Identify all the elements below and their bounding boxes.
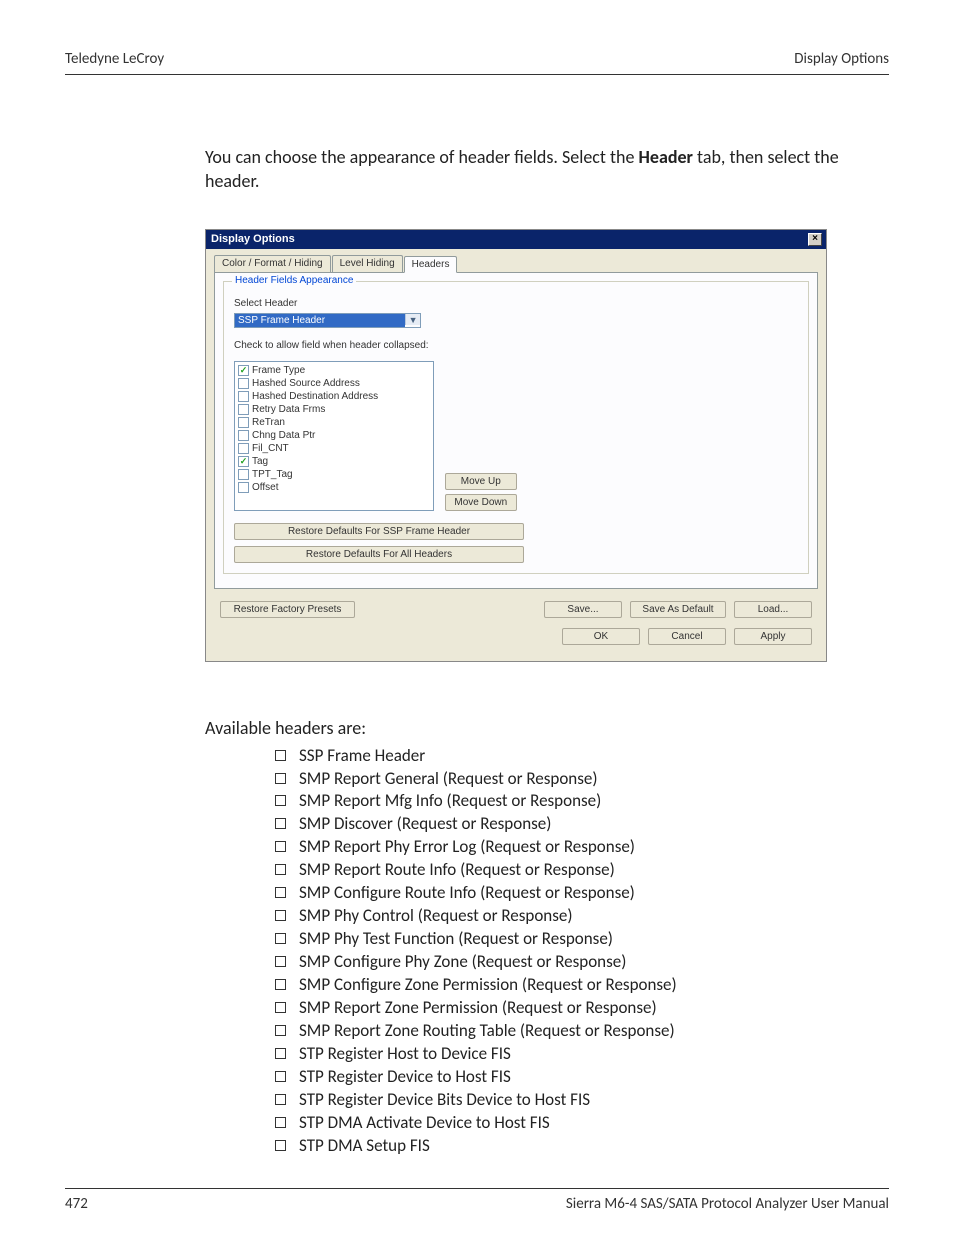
checkbox-icon[interactable]: ✓	[238, 365, 249, 376]
doc-header-left: Teledyne LeCroy	[65, 50, 164, 68]
list-item: SMP Report Phy Error Log (Request or Res…	[275, 836, 889, 859]
select-header-value: SSP Frame Header	[235, 314, 405, 327]
chevron-down-icon[interactable]: ▼	[405, 314, 420, 325]
list-item: SMP Phy Test Function (Request or Respon…	[275, 928, 889, 951]
available-headers-list: SSP Frame HeaderSMP Report General (Requ…	[275, 745, 889, 1158]
list-item: STP Register Device Bits Device to Host …	[275, 1089, 889, 1112]
cancel-button[interactable]: Cancel	[648, 628, 726, 645]
field-checkbox-row[interactable]: Chng Data Ptr	[238, 429, 430, 442]
list-item: SMP Report Zone Permission (Request or R…	[275, 997, 889, 1020]
move-up-button[interactable]: Move Up	[445, 473, 517, 490]
tab-level-hiding[interactable]: Level Hiding	[332, 255, 403, 272]
save-button[interactable]: Save...	[544, 601, 622, 618]
list-item: SMP Report Mfg Info (Request or Response…	[275, 790, 889, 813]
list-item: SSP Frame Header	[275, 745, 889, 768]
intro-paragraph: You can choose the appearance of header …	[205, 145, 889, 194]
close-icon[interactable]: ×	[808, 233, 822, 246]
list-item: SMP Configure Phy Zone (Request or Respo…	[275, 951, 889, 974]
save-as-default-button[interactable]: Save As Default	[630, 601, 726, 618]
restore-defaults-one-button[interactable]: Restore Defaults For SSP Frame Header	[234, 523, 524, 540]
available-headers-heading: Available headers are:	[205, 717, 889, 739]
field-checkbox-row[interactable]: Hashed Destination Address	[238, 390, 430, 403]
list-item: STP DMA Activate Device to Host FIS	[275, 1112, 889, 1135]
checkbox-icon[interactable]	[238, 391, 249, 402]
load-button[interactable]: Load...	[734, 601, 812, 618]
checkbox-icon[interactable]	[238, 482, 249, 493]
select-header-label: Select Header	[234, 298, 798, 309]
field-label: Tag	[252, 455, 268, 468]
checkbox-icon[interactable]	[238, 443, 249, 454]
field-checkbox-row[interactable]: Offset	[238, 481, 430, 494]
list-item: SMP Report Route Info (Request or Respon…	[275, 859, 889, 882]
list-item: STP Register Host to Device FIS	[275, 1043, 889, 1066]
headers-tab-panel: Header Fields Appearance Select Header S…	[214, 272, 818, 589]
header-fields-groupbox: Header Fields Appearance Select Header S…	[223, 281, 809, 574]
field-checkbox-row[interactable]: ReTran	[238, 416, 430, 429]
field-checkbox-row[interactable]: ✓Tag	[238, 455, 430, 468]
list-item: SMP Report Zone Routing Table (Request o…	[275, 1020, 889, 1043]
tab-color-format-hiding[interactable]: Color / Format / Hiding	[214, 255, 331, 272]
move-down-button[interactable]: Move Down	[445, 494, 517, 511]
field-checkbox-row[interactable]: ✓Frame Type	[238, 364, 430, 377]
checkbox-icon[interactable]	[238, 430, 249, 441]
groupbox-title: Header Fields Appearance	[232, 275, 356, 286]
list-item: SMP Discover (Request or Response)	[275, 813, 889, 836]
tabstrip: Color / Format / Hiding Level Hiding Hea…	[206, 249, 826, 272]
fields-checklist[interactable]: ✓Frame TypeHashed Source AddressHashed D…	[234, 361, 434, 511]
display-options-dialog: Display Options × Color / Format / Hidin…	[205, 229, 827, 662]
field-label: Retry Data Frms	[252, 403, 325, 416]
list-item: SMP Configure Zone Permission (Request o…	[275, 974, 889, 997]
field-label: Fil_CNT	[252, 442, 289, 455]
check-caption: Check to allow field when header collaps…	[234, 340, 429, 351]
list-item: SMP Configure Route Info (Request or Res…	[275, 882, 889, 905]
field-label: TPT_Tag	[252, 468, 293, 481]
checkbox-icon[interactable]	[238, 404, 249, 415]
dialog-button-bar: Restore Factory Presets Save... Save As …	[206, 589, 826, 661]
field-checkbox-row[interactable]: TPT_Tag	[238, 468, 430, 481]
list-item: SMP Phy Control (Request or Response)	[275, 905, 889, 928]
apply-button[interactable]: Apply	[734, 628, 812, 645]
select-header-dropdown[interactable]: SSP Frame Header▼	[234, 313, 421, 328]
field-checkbox-row[interactable]: Hashed Source Address	[238, 377, 430, 390]
field-checkbox-row[interactable]: Retry Data Frms	[238, 403, 430, 416]
dialog-titlebar: Display Options ×	[206, 230, 826, 249]
checkbox-icon[interactable]	[238, 469, 249, 480]
checkbox-icon[interactable]	[238, 378, 249, 389]
list-item: STP DMA Setup FIS	[275, 1135, 889, 1158]
checkbox-icon[interactable]	[238, 417, 249, 428]
restore-defaults-all-button[interactable]: Restore Defaults For All Headers	[234, 546, 524, 563]
manual-title: Sierra M6-4 SAS/SATA Protocol Analyzer U…	[566, 1195, 889, 1213]
checkbox-icon[interactable]: ✓	[238, 456, 249, 467]
tab-headers[interactable]: Headers	[404, 256, 458, 273]
field-label: Chng Data Ptr	[252, 429, 315, 442]
field-label: Hashed Source Address	[252, 377, 360, 390]
page-number: 472	[65, 1195, 88, 1213]
field-label: Frame Type	[252, 364, 305, 377]
field-label: ReTran	[252, 416, 285, 429]
list-item: STP Register Device to Host FIS	[275, 1066, 889, 1089]
field-checkbox-row[interactable]: Fil_CNT	[238, 442, 430, 455]
field-label: Offset	[252, 481, 279, 494]
doc-header-right: Display Options	[794, 50, 889, 68]
ok-button[interactable]: OK	[562, 628, 640, 645]
restore-factory-button[interactable]: Restore Factory Presets	[220, 601, 355, 618]
field-label: Hashed Destination Address	[252, 390, 378, 403]
dialog-title: Display Options	[211, 233, 295, 245]
list-item: SMP Report General (Request or Response)	[275, 768, 889, 791]
